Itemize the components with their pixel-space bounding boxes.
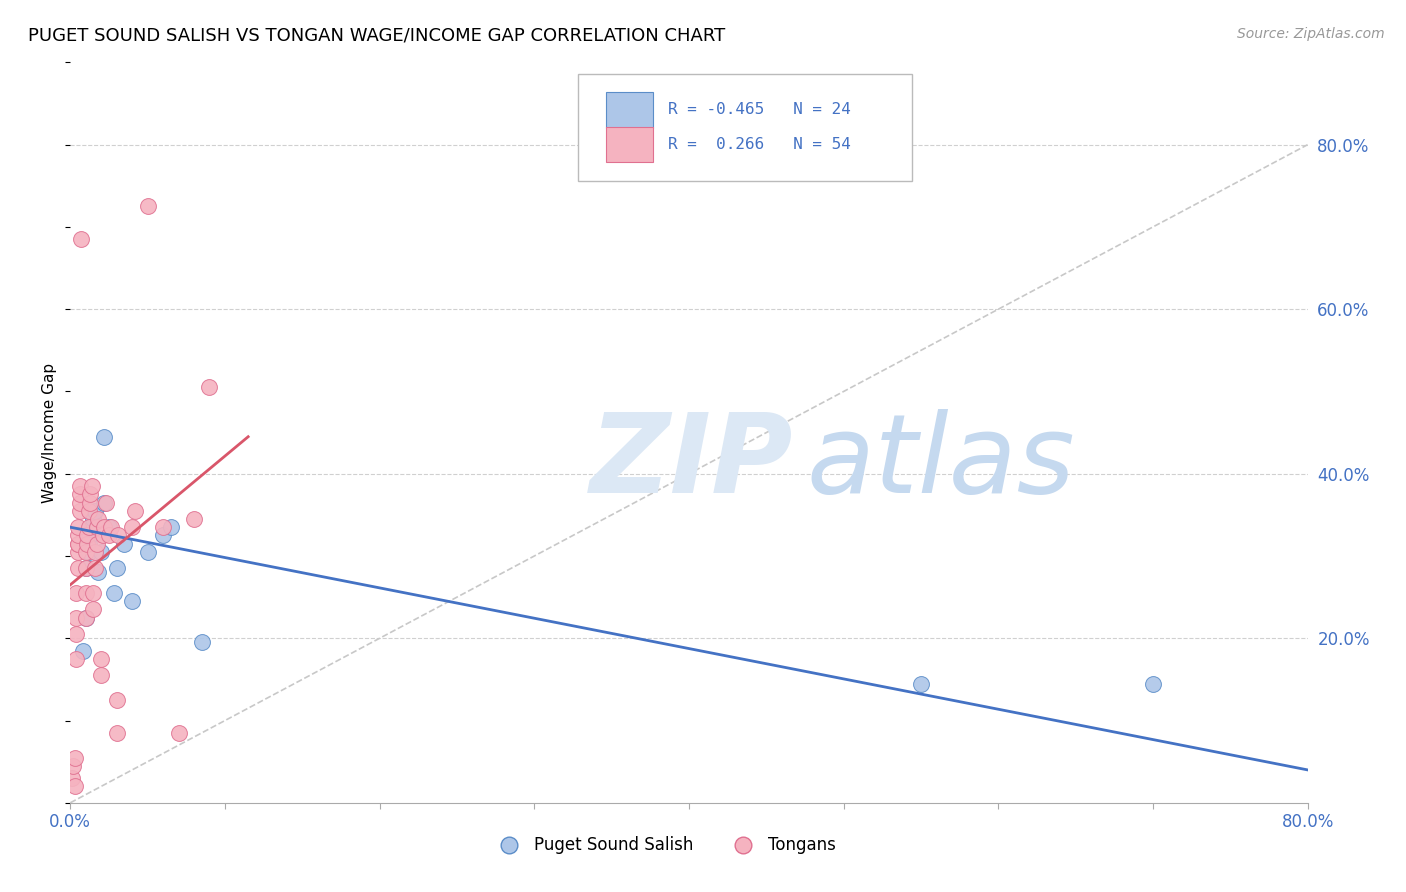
- FancyBboxPatch shape: [578, 73, 911, 181]
- Point: [69, 479, 91, 493]
- Text: atlas: atlas: [807, 409, 1076, 516]
- Bar: [606, 127, 652, 162]
- Point: [90, 545, 112, 559]
- Point: [100, 520, 122, 534]
- Point: [67, 528, 90, 542]
- Point: [79, 495, 101, 509]
- Point: [84, 504, 107, 518]
- Point: [107, 528, 129, 542]
- Point: [75, 561, 97, 575]
- Point: [103, 586, 125, 600]
- Point: [80, 479, 103, 493]
- Point: [65, 586, 87, 600]
- Point: [183, 512, 205, 526]
- Point: [90, 668, 112, 682]
- Point: [79, 528, 101, 542]
- Point: [75, 545, 97, 559]
- Point: [65, 652, 87, 666]
- Point: [82, 602, 105, 616]
- Point: [105, 726, 128, 740]
- Legend: Puget Sound Salish, Tongans: Puget Sound Salish, Tongans: [485, 830, 842, 861]
- Point: [86, 536, 108, 550]
- Point: [191, 635, 214, 649]
- Point: [87, 512, 110, 526]
- Point: [60, 771, 83, 785]
- Text: PUGET SOUND SALISH VS TONGAN WAGE/INCOME GAP CORRELATION CHART: PUGET SOUND SALISH VS TONGAN WAGE/INCOME…: [28, 27, 725, 45]
- Point: [76, 536, 98, 550]
- Point: [75, 586, 97, 600]
- Point: [77, 520, 100, 534]
- Point: [136, 199, 159, 213]
- Point: [98, 528, 120, 542]
- Point: [91, 528, 114, 542]
- Point: [121, 520, 143, 534]
- Point: [136, 545, 159, 559]
- Point: [87, 566, 110, 580]
- Point: [65, 610, 87, 624]
- Point: [82, 586, 105, 600]
- Point: [124, 504, 146, 518]
- Point: [65, 627, 87, 641]
- Point: [90, 652, 112, 666]
- Point: [114, 536, 135, 550]
- Point: [67, 536, 90, 550]
- Text: R = -0.465   N = 24: R = -0.465 N = 24: [668, 103, 851, 118]
- Point: [72, 643, 94, 657]
- Point: [62, 758, 84, 772]
- Point: [93, 520, 115, 534]
- Y-axis label: Wage/Income Gap: Wage/Income Gap: [42, 362, 58, 503]
- Point: [94, 495, 117, 509]
- Point: [67, 536, 90, 550]
- Point: [84, 561, 107, 575]
- Point: [98, 520, 120, 534]
- Point: [69, 495, 91, 509]
- Point: [1142, 676, 1164, 690]
- Point: [77, 504, 100, 518]
- Point: [160, 520, 183, 534]
- Text: Source: ZipAtlas.com: Source: ZipAtlas.com: [1237, 27, 1385, 41]
- Point: [77, 545, 100, 559]
- Point: [63, 780, 86, 794]
- Point: [121, 594, 143, 608]
- Point: [80, 520, 103, 534]
- Point: [79, 487, 101, 501]
- Point: [70, 232, 93, 246]
- Point: [67, 520, 90, 534]
- Point: [152, 520, 174, 534]
- Text: R =  0.266   N = 54: R = 0.266 N = 54: [668, 137, 851, 153]
- Point: [105, 693, 128, 707]
- Point: [82, 512, 105, 526]
- Point: [63, 750, 86, 764]
- Point: [77, 536, 100, 550]
- Bar: [606, 92, 652, 128]
- Point: [75, 610, 97, 624]
- Point: [105, 561, 128, 575]
- Point: [86, 520, 108, 534]
- Point: [67, 545, 90, 559]
- Point: [93, 430, 115, 444]
- Point: [75, 610, 97, 624]
- Text: ZIP: ZIP: [591, 409, 793, 516]
- Point: [75, 561, 97, 575]
- Point: [198, 380, 221, 394]
- Point: [84, 545, 107, 559]
- Point: [93, 495, 115, 509]
- Point: [910, 676, 932, 690]
- Point: [69, 504, 91, 518]
- Point: [69, 487, 91, 501]
- Point: [152, 528, 174, 542]
- Point: [167, 726, 190, 740]
- Point: [76, 528, 98, 542]
- Point: [67, 561, 90, 575]
